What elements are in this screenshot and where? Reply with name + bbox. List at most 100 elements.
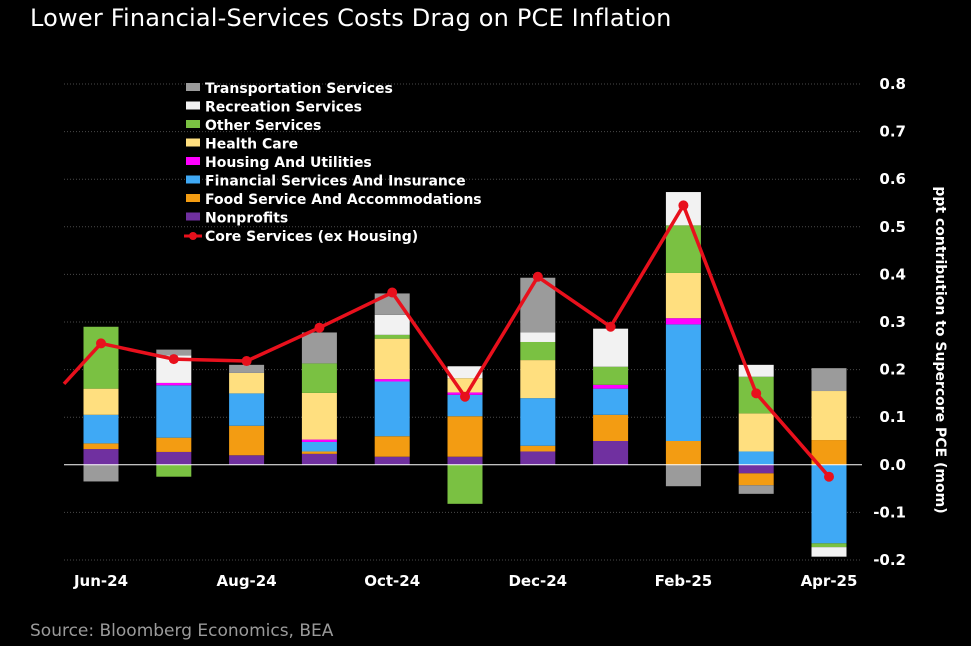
bar-segment (301, 332, 337, 364)
x-tick-label: Oct-24 (364, 572, 420, 590)
bar-segment (374, 314, 410, 335)
legend-label: Financial Services And Insurance (205, 174, 466, 190)
bar-segment (374, 338, 410, 380)
bar-segment (520, 360, 556, 399)
y-tick-label: 0.4 (879, 265, 906, 283)
bar-segment (593, 366, 629, 385)
bar-segment (738, 413, 774, 452)
core-services-point (314, 322, 325, 333)
y-tick-label: 0.5 (879, 218, 906, 236)
core-services-line (62, 200, 834, 482)
bar-segment (447, 464, 483, 504)
bar-segment (520, 341, 556, 361)
bar-segment (301, 451, 337, 454)
bar-segment (301, 363, 337, 393)
bar-segment (738, 485, 774, 494)
legend-label: Other Services (205, 118, 321, 134)
bar-segment (156, 464, 192, 477)
bar-segment (665, 318, 701, 325)
x-tick-label: Feb-25 (655, 572, 713, 590)
bar-segment (447, 416, 483, 457)
core-services-point (824, 471, 834, 482)
bar-segment (229, 425, 265, 456)
x-tick-label: Dec-24 (508, 572, 567, 590)
bar-segment (229, 393, 265, 426)
bar-segment (374, 334, 410, 339)
core-services-point (751, 388, 762, 399)
bar-segment (156, 437, 192, 452)
bar-segment (229, 372, 265, 394)
y-axis-label: ppt contribution to Supercore PCE (mom) (932, 186, 948, 513)
bar-segment (811, 368, 847, 392)
core-services-point (387, 287, 398, 298)
bar-segment (301, 441, 337, 452)
y-tick-label: -0.2 (873, 551, 906, 569)
bar-segment (665, 324, 701, 441)
bars (83, 192, 847, 557)
bar-segment (156, 385, 192, 438)
legend-swatch (186, 157, 200, 165)
bar-segment (593, 328, 629, 367)
bar-segment (738, 451, 774, 465)
bar-segment (229, 455, 265, 465)
legend-swatch (186, 101, 200, 110)
legend-label: Housing And Utilities (205, 155, 372, 171)
y-tick-label: -0.1 (873, 503, 906, 521)
y-tick-label: 0.7 (879, 123, 906, 141)
bar-segment (593, 384, 629, 389)
source-note: Source: Bloomberg Economics, BEA (30, 621, 334, 641)
legend-label: Food Service And Accommodations (205, 192, 482, 208)
core-services-point (168, 354, 179, 365)
core-services-point (678, 200, 689, 211)
bar-segment (593, 388, 629, 415)
bar-segment (374, 379, 410, 382)
bar-segment (374, 293, 410, 315)
legend-swatch (186, 120, 200, 128)
legend-swatch (186, 83, 200, 91)
bar-segment (301, 392, 337, 440)
bar-segment (520, 398, 556, 446)
bar-segment (83, 443, 119, 450)
bar-segment (738, 464, 774, 474)
core-services-point (96, 338, 106, 349)
bar-segment (593, 414, 629, 441)
bar-segment (447, 366, 483, 379)
bar-segment (301, 453, 337, 465)
bar-segment (83, 464, 119, 482)
bar-segment (811, 391, 847, 441)
legend-label: Health Care (205, 137, 298, 153)
legend-label: Core Services (ex Housing) (205, 229, 418, 245)
chart-title: Lower Financial-Services Costs Drag on P… (30, 4, 672, 32)
bar-segment (738, 364, 774, 377)
core-services-polyline (62, 203, 831, 478)
y-tick-label: 0.6 (879, 170, 906, 188)
x-tick-label: Apr-25 (801, 572, 858, 590)
bar-segment (83, 388, 119, 415)
y-tick-label: 0.1 (879, 408, 906, 426)
bar-segment (374, 381, 410, 437)
bar-segment (665, 464, 701, 487)
bar-segment (447, 394, 483, 417)
y-tick-label: 0.8 (879, 75, 906, 93)
core-services-point (460, 391, 470, 402)
y-tick-label: 0.0 (879, 456, 906, 474)
bar-segment (520, 451, 556, 465)
legend-swatch (186, 212, 200, 221)
legend-swatch (186, 175, 200, 184)
legend-line-marker (189, 232, 197, 240)
legend: Transportation Services Recreation Servic… (184, 81, 482, 245)
legend-label: Transportation Services (205, 81, 393, 97)
bar-segment (374, 436, 410, 457)
bar-segment (811, 543, 847, 548)
bar-segment (301, 439, 337, 442)
bar-segment (447, 456, 483, 465)
bar-segment (593, 441, 629, 465)
bar-segment (229, 364, 265, 373)
core-services-point (532, 271, 543, 282)
bar-segment (156, 451, 192, 465)
bar-segment (83, 449, 119, 465)
bar-segment (811, 547, 847, 557)
core-services-point (605, 321, 616, 332)
y-tick-labels: 0.8 0.7 0.6 0.5 0.4 0.3 0.2 0.1 0.0 -0.1 -0.2 (873, 75, 906, 569)
